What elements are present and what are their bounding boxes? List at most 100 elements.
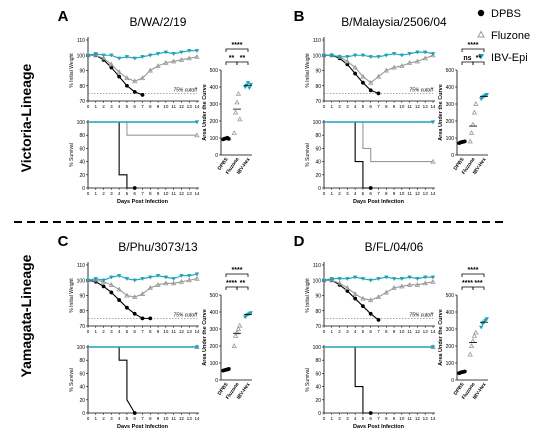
panel-b-auc-sig-bracket bbox=[461, 61, 474, 65]
panel-b-weight-xtick-label: 12 bbox=[415, 104, 421, 109]
panel-d-title: B/FL/04/06 bbox=[365, 240, 424, 254]
panel-a-survival-ytick-label: 100 bbox=[77, 120, 86, 126]
panel-d-weight-series-ibv-epi-point bbox=[345, 277, 350, 281]
panel-a-weight-series-ibv-epi-point bbox=[171, 52, 176, 56]
panel-b-letter: B bbox=[294, 8, 305, 25]
panel-d-auc-sig-label: **** bbox=[468, 267, 479, 274]
panel-b-weight-series-dpbs-point bbox=[361, 80, 365, 85]
panel-a-survival-ytick-label: 20 bbox=[79, 173, 85, 179]
panel-a-weight-series-ibv-epi-point bbox=[194, 49, 200, 53]
panel-d-survival-xtick-label: 3 bbox=[346, 416, 349, 421]
panel-d-survival-xtick-label: 4 bbox=[354, 416, 357, 421]
panel-b-survival-series-fluzone-end-point bbox=[430, 158, 436, 164]
panel-a-auc-ytick-label: 200 bbox=[210, 119, 219, 125]
panel-b-survival-xtick-label: 5 bbox=[362, 191, 365, 196]
panel-b-survival-xtick-label: 2 bbox=[338, 191, 341, 196]
panel-d-auc-point-ibv-hex bbox=[484, 317, 489, 321]
panel-b-weight-xtick-label: 11 bbox=[407, 104, 412, 109]
panel-b-weight-series-dpbs-point bbox=[345, 62, 350, 67]
panel-d-survival-xtick-label: 7 bbox=[377, 416, 380, 421]
panel-c-survival-xtick-label: 6 bbox=[133, 416, 136, 421]
panel-a-auc-point-fluzone bbox=[234, 99, 240, 105]
panel-c-auc-sig-label: **** bbox=[226, 280, 237, 287]
panel-a-weight-ytick-label: 70 bbox=[79, 99, 85, 105]
panel-b-weight-series-dpbs-point bbox=[376, 91, 381, 96]
legend: DPBS Fluzone IBV-Epi bbox=[477, 8, 530, 64]
panel-a-auc-ytick-label: 0 bbox=[215, 153, 218, 159]
panel-c-weight-series-ibv-epi-point bbox=[132, 278, 137, 283]
panel-a-survival-ytick-label: 40 bbox=[79, 160, 85, 166]
panel-d-auc-point-fluzone bbox=[468, 343, 475, 348]
panel-c-weight-series-fluzone-point bbox=[93, 277, 99, 283]
panel-d-weight-series-fluzone-point bbox=[383, 289, 389, 295]
panel-b-auc-point-dpbs bbox=[462, 139, 467, 144]
panel-d-weight-series-ibv-epi-point bbox=[337, 277, 342, 281]
panel-c-survival-xtick-label: 12 bbox=[179, 416, 185, 421]
panel-d-survival-ytick-label: 100 bbox=[313, 345, 322, 351]
panel-c-weight-series-fluzone-point bbox=[116, 286, 122, 292]
panel-a-weight-xtick-label: 13 bbox=[187, 104, 193, 109]
panel-b-weight-xtick-label: 10 bbox=[399, 104, 405, 109]
panel-a-survival-series-ibv-epi-end-point bbox=[194, 120, 200, 125]
panel-a-auc-point-fluzone bbox=[231, 130, 237, 135]
panel-d-weight-series-ibv-epi-point bbox=[376, 277, 381, 281]
panel-c-survival-ylabel: % Survival bbox=[69, 368, 75, 392]
panel-d-survival-xtick-label: 11 bbox=[407, 416, 412, 421]
panel-a-weight-xtick-label: 12 bbox=[179, 104, 185, 109]
panel-b-cutoff-label: 75% cutoff bbox=[409, 87, 433, 93]
panel-b-auc-sig-label: **** bbox=[468, 42, 479, 49]
panel-d-weight-ytick-label: 110 bbox=[313, 263, 321, 269]
panel-a-auc-point-fluzone bbox=[232, 109, 239, 115]
panel-b-weight-xtick-label: 8 bbox=[385, 104, 388, 109]
panel-a-survival-ytick-label: 0 bbox=[82, 186, 85, 192]
panel-b-weight-series-ibv-epi-point bbox=[391, 52, 397, 56]
panel-d-auc-point-dpbs bbox=[462, 369, 467, 374]
panel-d-weight-series-fluzone-point bbox=[406, 282, 413, 287]
panel-d-auc-ytick-label: 200 bbox=[446, 344, 455, 350]
panel-c-survival-xtick-label: 4 bbox=[118, 416, 121, 421]
panel-c-weight-xtick-label: 1 bbox=[95, 329, 98, 334]
panel-d-weight-series-fluzone-point bbox=[336, 280, 343, 286]
panel-c-weight-xtick-label: 7 bbox=[141, 329, 144, 334]
panel-d-weight-ytick-label: 80 bbox=[315, 309, 321, 315]
panel-d-auc-ytick-label: 0 bbox=[451, 378, 454, 384]
panel-b-weight-series-fluzone-point bbox=[375, 73, 382, 79]
panel-a-weight-series-fluzone-point bbox=[93, 52, 99, 58]
panel-c-cutoff-label: 75% cutoff bbox=[173, 312, 197, 318]
panel-c-title: B/Phu/3073/13 bbox=[118, 240, 198, 254]
panel-d-weight-series-ibv-epi-point bbox=[321, 278, 327, 283]
panel-b-survival-xtick-label: 7 bbox=[377, 191, 380, 196]
panel-c-survival-series-ibv-epi-end-point bbox=[194, 345, 200, 350]
panel-d-weight-series-fluzone-point bbox=[430, 278, 436, 284]
panel-b-weight-series-ibv-epi-point bbox=[415, 50, 420, 55]
panel-c-auc-ylabel: Area Under the Curve bbox=[202, 309, 208, 366]
panel-c-survival-ytick-label: 0 bbox=[82, 411, 85, 417]
panel-c-weight-xtick-label: 6 bbox=[133, 329, 136, 334]
panel-c-auc-ytick-label: 400 bbox=[210, 310, 219, 316]
panel-c-weight-series-fluzone-point bbox=[124, 292, 130, 298]
panel-c-survival-xtick-label: 8 bbox=[149, 416, 152, 421]
panel-b-survival-xlabel: Days Post Infection bbox=[353, 199, 405, 205]
panel-b-weight-xtick-label: 5 bbox=[362, 104, 365, 109]
panel-a-weight-series-fluzone-point bbox=[108, 61, 115, 67]
panel-d-auc-ytick-label: 300 bbox=[446, 327, 455, 333]
panel-a-survival-xtick-label: 9 bbox=[157, 191, 160, 196]
panel-b-survival-xtick-label: 0 bbox=[323, 191, 326, 196]
panel-c-auc-ytick-label: 0 bbox=[215, 378, 218, 384]
panel-c-weight-xtick-label: 2 bbox=[102, 329, 105, 334]
panel-c-survival-xtick-label: 1 bbox=[95, 416, 98, 421]
panel-c-weight-series-ibv-epi-point bbox=[163, 275, 169, 280]
panel-a-weight-series-fluzone-point bbox=[186, 55, 192, 61]
panel-d-weight-xtick-label: 9 bbox=[393, 329, 396, 334]
panel-a-weight-xtick-label: 8 bbox=[149, 104, 152, 109]
panel-a-survival-xlabel: Days Post Infection bbox=[117, 199, 169, 205]
panel-d-weight-series-dpbs-point bbox=[368, 311, 373, 316]
panel-b-weight-series-ibv-epi-point bbox=[430, 52, 436, 56]
panel-a-auc-sig-label: **** bbox=[232, 42, 243, 49]
panel-d-weight-series-ibv-epi-point bbox=[423, 275, 428, 280]
panel-b-survival-xtick-label: 1 bbox=[331, 191, 334, 196]
panel-a-auc-sig-bracket bbox=[225, 48, 249, 52]
